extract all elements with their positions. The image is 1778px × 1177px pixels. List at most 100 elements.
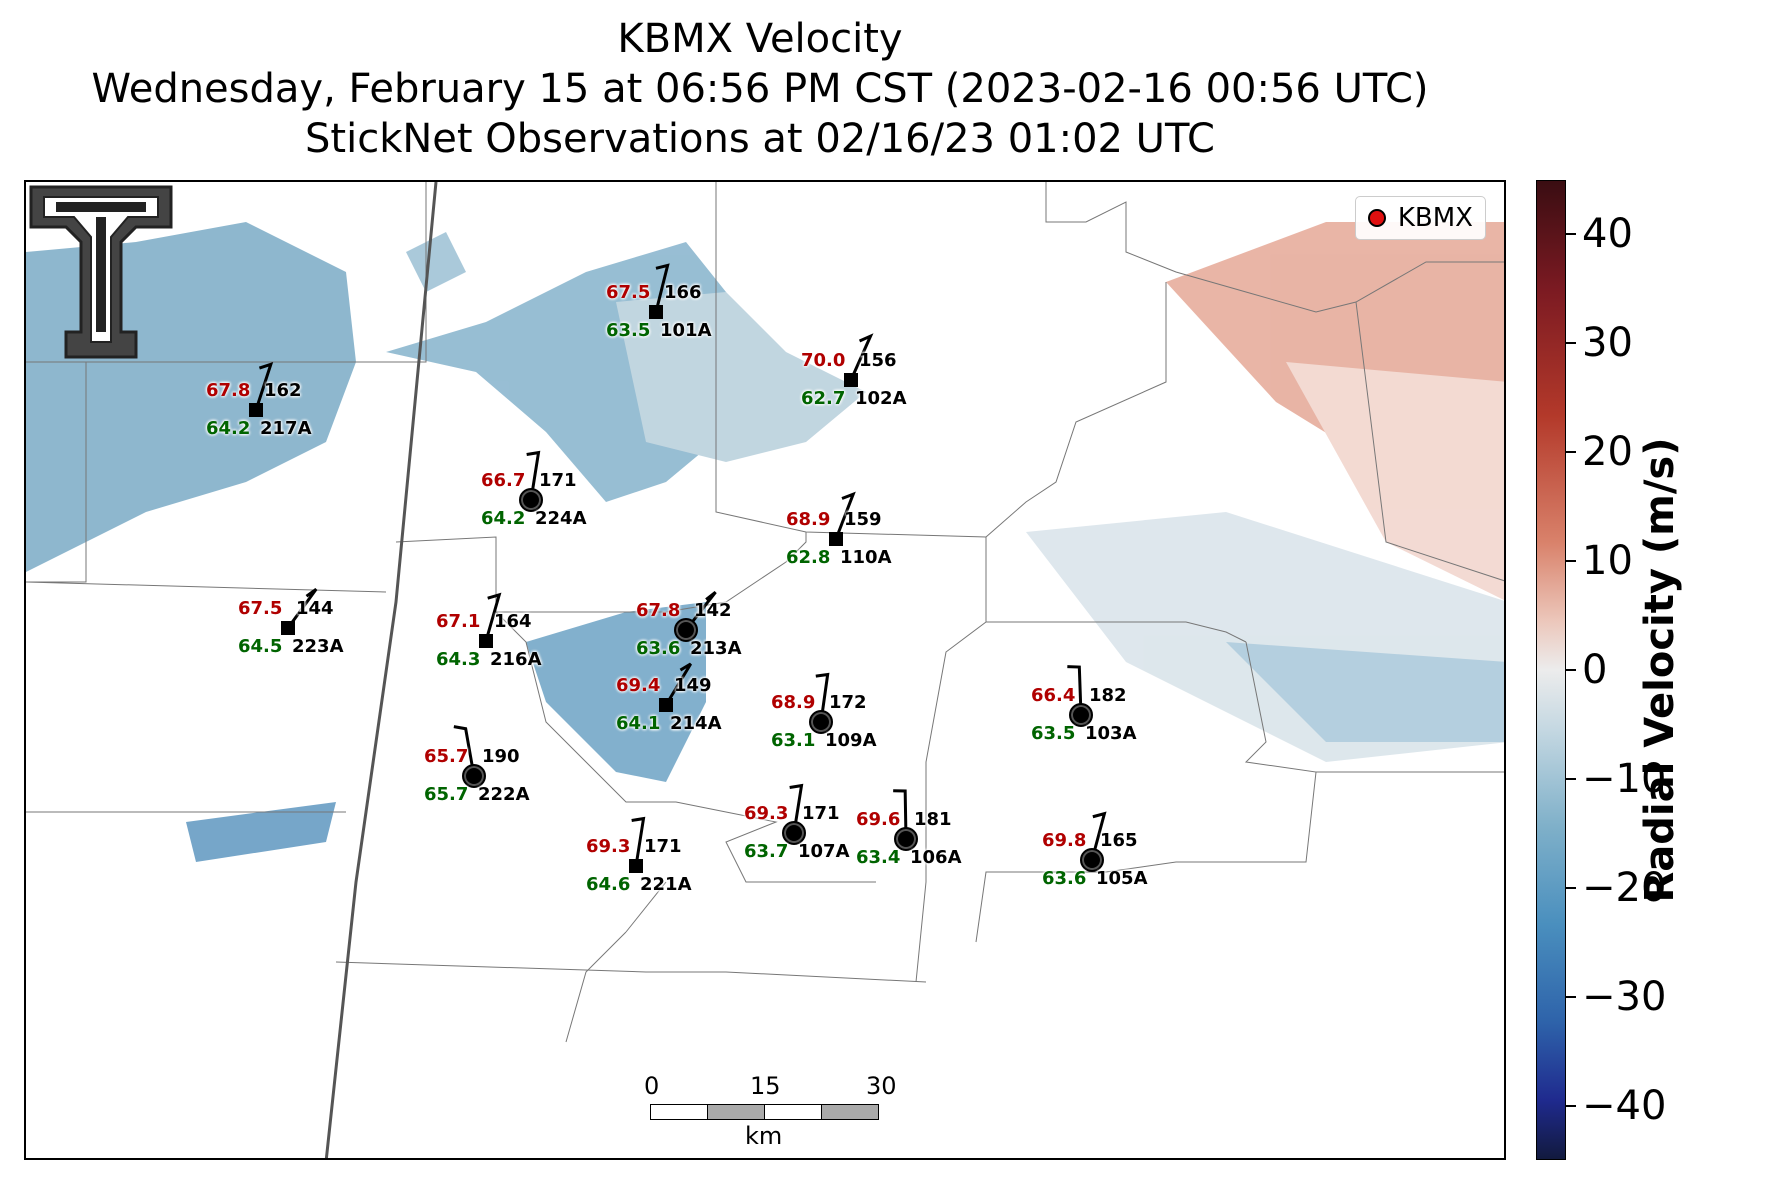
scale-unit: km — [745, 1122, 783, 1150]
station-wind-direction: 164 — [494, 611, 532, 632]
station-temperature: 69.3 — [744, 803, 789, 824]
wind-barb — [1090, 811, 1107, 861]
station-marker — [659, 698, 673, 712]
outbound-velocity-returns — [1166, 222, 1504, 601]
station-temperature: 66.4 — [1031, 685, 1076, 706]
colorbar-tick — [1566, 669, 1576, 671]
scale-label-0: 0 — [644, 1072, 660, 1100]
station-temperature: 69.4 — [616, 675, 661, 696]
station-id: 224A — [535, 508, 587, 529]
station-id: 105A — [1096, 868, 1148, 889]
station-temperature: 67.1 — [436, 611, 481, 632]
scale-label-15: 15 — [750, 1072, 781, 1100]
station-wind-direction: 165 — [1100, 830, 1138, 851]
wind-barb — [684, 590, 717, 631]
station-dewpoint: 64.6 — [586, 874, 631, 895]
map-title-line1: KBMX Velocity — [617, 16, 903, 62]
station-temperature: 67.5 — [238, 598, 283, 619]
state-boundary — [324, 182, 438, 1158]
texas-tech-double-t-logo — [29, 185, 173, 359]
colorbar-tick-label: −20 — [1582, 864, 1667, 911]
wind-barb — [631, 816, 646, 867]
colorbar-tick-label: 10 — [1582, 538, 1633, 585]
station-wind-direction: 159 — [844, 509, 882, 530]
station-temperature: 67.8 — [206, 380, 251, 401]
station-temperature: 69.3 — [586, 836, 631, 857]
colorbar-tick — [1566, 560, 1576, 563]
station-wind-direction: 171 — [802, 803, 840, 824]
station-wind-direction: 171 — [644, 836, 682, 857]
map-title-line3: StickNet Observations at 02/16/23 01:02 … — [305, 116, 1215, 162]
colorbar-tick-label: 40 — [1582, 211, 1633, 258]
scale-label-30: 30 — [866, 1072, 897, 1100]
colorbar-tick — [1566, 995, 1576, 998]
station-id: 110A — [840, 547, 892, 568]
station-dewpoint: 64.5 — [238, 636, 283, 657]
station-marker — [519, 488, 543, 512]
station-wind-direction: 172 — [829, 692, 867, 713]
scale-segment — [764, 1104, 822, 1120]
station-marker — [462, 764, 486, 788]
station-marker — [649, 305, 663, 319]
map-legend: KBMX — [1354, 196, 1486, 240]
legend-label: KBMX — [1397, 203, 1473, 233]
colorbar-tick — [1566, 342, 1576, 345]
station-marker — [1069, 703, 1093, 727]
station-id: 102A — [855, 388, 907, 409]
colorbar-tick-label: −30 — [1582, 973, 1667, 1020]
station-marker — [809, 710, 833, 734]
colorbar-tick-label: 0 — [1582, 647, 1608, 693]
station-id: 101A — [660, 320, 712, 341]
wind-barb — [789, 783, 804, 834]
station-wind-direction: 171 — [539, 470, 577, 491]
colorbar-label: Radial Velocity (m/s) — [1637, 437, 1683, 903]
colorbar-tick-label: −40 — [1582, 1082, 1667, 1129]
station-id: 106A — [910, 847, 962, 868]
station-dewpoint: 63.6 — [636, 638, 681, 659]
speckle-returns — [1026, 512, 1504, 762]
station-marker — [281, 621, 295, 635]
station-dewpoint: 65.7 — [424, 784, 469, 805]
station-temperature: 65.7 — [424, 746, 469, 767]
colorbar-tick — [1566, 451, 1576, 454]
station-temperature: 70.0 — [801, 350, 846, 371]
station-temperature: 68.9 — [786, 509, 831, 530]
station-id: 109A — [825, 730, 877, 751]
wind-barb — [1067, 665, 1083, 716]
station-id: 213A — [690, 638, 742, 659]
station-id: 216A — [490, 649, 542, 670]
map-background — [26, 182, 1504, 1158]
station-marker — [249, 403, 263, 417]
colorbar-tick — [1566, 1104, 1576, 1107]
station-wind-direction: 156 — [859, 350, 897, 371]
wind-barb — [834, 491, 856, 540]
station-wind-direction: 142 — [694, 600, 732, 621]
station-id: 221A — [640, 874, 692, 895]
wind-barb — [453, 725, 476, 777]
station-id: 107A — [798, 841, 850, 862]
scale-segment — [650, 1104, 708, 1120]
station-dewpoint: 63.6 — [1042, 868, 1087, 889]
station-marker — [844, 373, 858, 387]
station-wind-direction: 181 — [914, 809, 952, 830]
wind-barb — [815, 672, 830, 723]
station-temperature: 69.6 — [856, 809, 901, 830]
station-temperature: 67.5 — [606, 282, 651, 303]
kbmx-radar-marker-icon — [1367, 209, 1386, 227]
station-id: 223A — [292, 636, 344, 657]
map-title-line2: Wednesday, February 15 at 06:56 PM CST (… — [91, 66, 1429, 112]
station-wind-direction: 190 — [482, 746, 520, 767]
colorbar-tick — [1566, 886, 1576, 889]
station-dewpoint: 62.7 — [801, 388, 846, 409]
radar-map[interactable]: KBMX 67.5 166 63.5 101A 70.0 156 62.7 102A 67.8 1… — [24, 180, 1506, 1160]
wind-barb — [484, 592, 502, 642]
station-id: 217A — [260, 418, 312, 439]
station-marker — [894, 827, 918, 851]
station-temperature: 68.9 — [771, 692, 816, 713]
station-dewpoint: 64.3 — [436, 649, 481, 670]
station-marker — [782, 821, 806, 845]
station-dewpoint: 63.5 — [1031, 723, 1076, 744]
station-dewpoint: 63.1 — [771, 730, 816, 751]
colorbar-tick-label: −10 — [1582, 755, 1667, 802]
wind-barb — [286, 587, 318, 629]
